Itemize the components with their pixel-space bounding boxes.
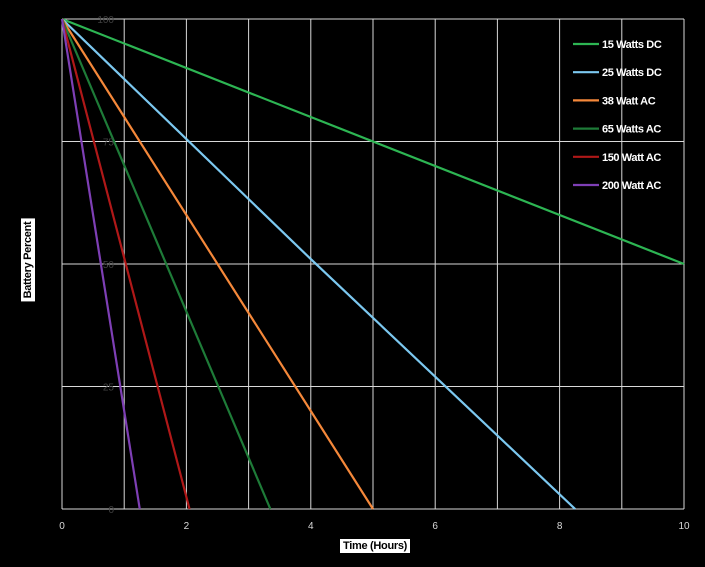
- legend-item: 25 Watts DC: [573, 67, 662, 79]
- x-tick-label: 2: [184, 521, 190, 532]
- legend-item: 38 Watt AC: [573, 95, 656, 107]
- series-line-1: [61, 17, 685, 266]
- legend-label: 150 Watt AC: [602, 152, 661, 164]
- series-line-6: [60, 18, 141, 510]
- legend-label: 15 Watts DC: [602, 39, 662, 51]
- x-tick-label: 4: [308, 521, 314, 532]
- legend-label: 200 Watt AC: [602, 180, 661, 192]
- series-line-3: [61, 18, 374, 510]
- x-tick-label: 6: [432, 521, 438, 532]
- legend-label: 38 Watt AC: [602, 95, 656, 107]
- x-tick-label: 0: [59, 521, 65, 532]
- series-line-5: [60, 18, 191, 510]
- x-tick-label: 10: [678, 521, 690, 532]
- legend-label: 65 Watts AC: [602, 124, 661, 136]
- legend-item: 200 Watt AC: [573, 180, 662, 192]
- series-lines: [60, 17, 685, 510]
- legend-item: 150 Watt AC: [573, 152, 662, 164]
- x-tick-label: 8: [557, 521, 563, 532]
- y-tick-label: 100: [97, 15, 114, 26]
- legend-item: 65 Watts AC: [573, 124, 662, 136]
- y-tick-label: 50: [103, 260, 115, 271]
- legend-label: 25 Watts DC: [602, 67, 662, 79]
- y-tick-labels: 0 25 50 75 100: [97, 15, 114, 516]
- grid: [61, 18, 685, 510]
- y-tick-label: 0: [108, 505, 114, 516]
- series-line-2: [61, 18, 576, 510]
- legend-item: 15 Watts DC: [573, 39, 662, 51]
- legend: 15 Watts DC 25 Watts DC 38 Watt AC 65 Watts…: [573, 39, 662, 192]
- y-axis-title: Battery Percent: [21, 218, 35, 302]
- series-line-4: [60, 18, 272, 510]
- x-tick-labels: 0 2 4 6 8 10: [59, 521, 690, 532]
- x-axis-title: Time (Hours): [340, 539, 411, 553]
- y-tick-label: 75: [103, 138, 115, 149]
- y-tick-label: 25: [103, 383, 115, 394]
